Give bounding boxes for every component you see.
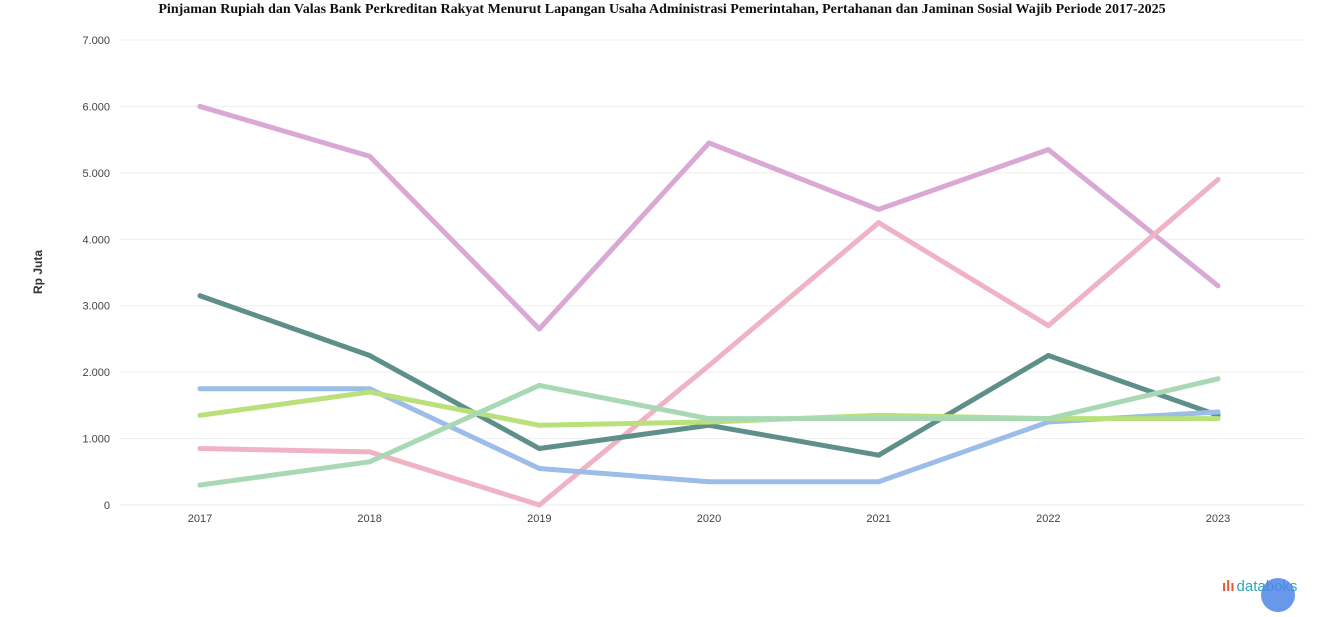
y-axis-label: Rp Juta: [31, 250, 45, 294]
data-point[interactable]: [367, 459, 373, 465]
data-point[interactable]: [197, 412, 203, 418]
data-point[interactable]: [197, 103, 203, 109]
data-point[interactable]: [876, 416, 882, 422]
series-line-1[interactable]: [197, 103, 1221, 332]
data-point[interactable]: [367, 353, 373, 359]
data-point[interactable]: [367, 153, 373, 159]
data-point[interactable]: [876, 452, 882, 458]
data-point[interactable]: [876, 479, 882, 485]
series-line-2[interactable]: [197, 177, 1221, 508]
data-point[interactable]: [536, 446, 542, 452]
logo-bars-icon: ılı: [1222, 578, 1235, 595]
data-point[interactable]: [1215, 283, 1221, 289]
y-tick-label: 0: [104, 500, 110, 512]
y-axis: 0 1.000 2.000 3.000 4.000 5.000 6.000 7.000: [82, 35, 110, 512]
data-point[interactable]: [706, 363, 712, 368]
data-point[interactable]: [876, 220, 882, 226]
data-point[interactable]: [536, 422, 542, 428]
y-tick-label: 7.000: [82, 35, 110, 47]
data-point[interactable]: [1215, 409, 1221, 415]
y-tick-label: 4.000: [82, 234, 110, 246]
x-axis: 2017 2018 2019 2020 2021 2022 2023: [188, 513, 1230, 525]
data-point[interactable]: [1045, 416, 1051, 422]
data-point[interactable]: [367, 449, 373, 455]
series-group: [197, 103, 1221, 508]
data-point[interactable]: [1215, 376, 1221, 382]
y-tick-label: 6.000: [82, 101, 110, 113]
data-point[interactable]: [536, 382, 542, 388]
y-tick-label: 2.000: [82, 367, 110, 379]
y-tick-label: 3.000: [82, 301, 110, 313]
x-tick-label: 2022: [1036, 513, 1060, 525]
series-line-4[interactable]: [197, 386, 1221, 485]
x-tick-label: 2017: [188, 513, 212, 525]
data-point[interactable]: [876, 206, 882, 212]
data-point[interactable]: [1215, 177, 1221, 182]
data-point[interactable]: [1215, 416, 1221, 422]
data-point[interactable]: [536, 502, 542, 508]
x-tick-label: 2020: [697, 513, 721, 525]
data-point[interactable]: [536, 326, 542, 332]
x-tick-label: 2021: [866, 513, 890, 525]
data-point[interactable]: [536, 465, 542, 471]
x-tick-label: 2018: [357, 513, 381, 525]
data-point[interactable]: [197, 446, 203, 452]
data-point[interactable]: [197, 482, 203, 488]
data-point[interactable]: [367, 389, 373, 395]
help-chat-bubble[interactable]: [1261, 578, 1295, 612]
y-tick-label: 1.000: [82, 434, 110, 446]
chart-title: Pinjaman Rupiah dan Valas Bank Perkredit…: [158, 2, 1166, 17]
data-point[interactable]: [706, 140, 712, 146]
grid-lines: [120, 39, 1305, 506]
x-tick-label: 2023: [1206, 513, 1230, 525]
data-point[interactable]: [706, 479, 712, 485]
data-point[interactable]: [1045, 353, 1051, 359]
data-point[interactable]: [1045, 323, 1051, 329]
data-point[interactable]: [1045, 147, 1051, 153]
y-tick-label: 5.000: [82, 168, 110, 180]
data-point[interactable]: [197, 386, 203, 392]
data-point[interactable]: [197, 293, 203, 299]
series-line-3[interactable]: [197, 293, 1221, 458]
x-tick-label: 2019: [527, 513, 551, 525]
data-point[interactable]: [706, 416, 712, 422]
